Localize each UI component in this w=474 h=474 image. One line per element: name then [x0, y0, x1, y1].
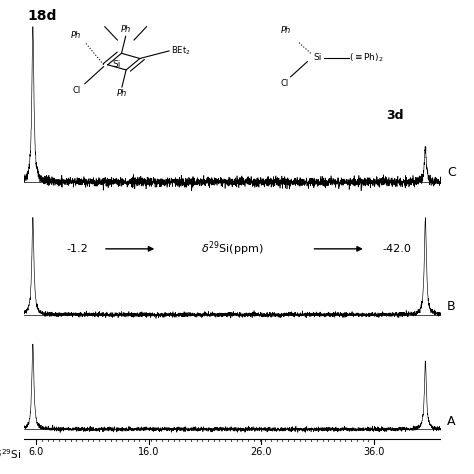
Text: -42.0: -42.0	[383, 244, 411, 254]
Text: 36.0: 36.0	[364, 447, 385, 457]
Text: C: C	[447, 166, 456, 179]
Text: A: A	[447, 415, 456, 428]
Text: Ph: Ph	[117, 89, 127, 98]
Text: $\delta^{29}$Si: $\delta^{29}$Si	[0, 447, 22, 461]
Text: 6.0: 6.0	[28, 447, 44, 457]
Text: Ph: Ph	[70, 31, 81, 40]
Text: $\delta^{29}$Si(ppm): $\delta^{29}$Si(ppm)	[201, 239, 264, 258]
Text: Cl: Cl	[73, 86, 81, 95]
Text: B: B	[447, 300, 456, 313]
Text: Ph: Ph	[120, 25, 131, 34]
Text: 3d: 3d	[387, 109, 404, 122]
Text: 26.0: 26.0	[251, 447, 272, 457]
Text: 18d: 18d	[28, 9, 57, 23]
Text: Si: Si	[112, 60, 120, 69]
Text: 16.0: 16.0	[138, 447, 160, 457]
Text: BEt$_2$: BEt$_2$	[171, 45, 191, 57]
Text: Cl: Cl	[280, 79, 289, 88]
Text: Si: Si	[314, 54, 322, 62]
Text: -1.2: -1.2	[67, 244, 88, 254]
Text: ($\equiv$Ph)$_2$: ($\equiv$Ph)$_2$	[349, 52, 384, 64]
Text: Ph: Ph	[281, 26, 291, 35]
